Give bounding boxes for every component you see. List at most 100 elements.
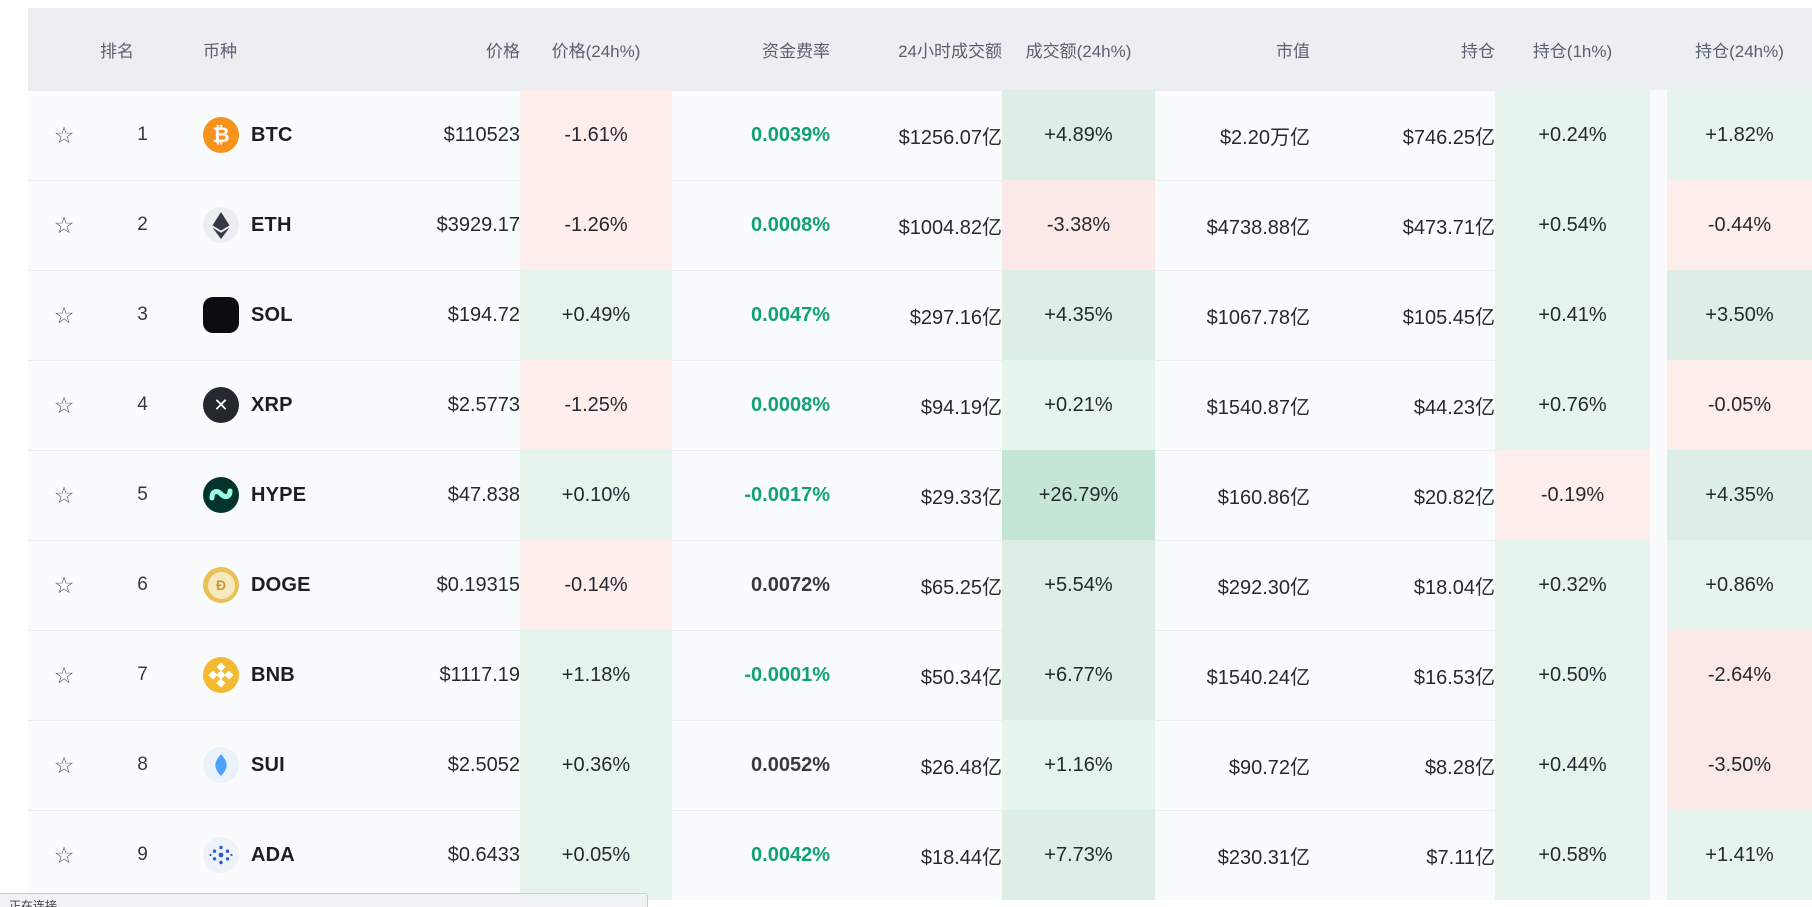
header-price[interactable]: 价格 <box>486 41 520 61</box>
market-cap-value: $2.20万亿 <box>1155 90 1310 180</box>
oi-change-1h-value: +0.24% <box>1495 90 1650 180</box>
coin-cell[interactable]: Ð DOGE <box>185 540 420 630</box>
oi-change-1h-value: +0.32% <box>1495 540 1650 630</box>
coin-cell[interactable]: ADA <box>185 810 420 900</box>
volume-24h-value: $297.16亿 <box>830 270 1002 360</box>
coin-symbol: ADA <box>251 843 295 866</box>
eth-coin-icon <box>203 207 239 243</box>
oi-change-24h-value: +4.35% <box>1667 450 1812 540</box>
open-interest-value: $105.45亿 <box>1310 270 1495 360</box>
oi-change-24h-value: -2.64% <box>1667 630 1812 720</box>
funding-rate-value: 0.0072% <box>672 540 830 630</box>
coin-cell[interactable]: ✕ XRP <box>185 360 420 450</box>
table-row[interactable]: ☆ 2 ETH $3929.17 -1.26% 0.0008% $1004.82… <box>28 180 1812 270</box>
sui-coin-icon <box>203 747 239 783</box>
coin-cell[interactable]: SOL <box>185 270 420 360</box>
header-oi-change-24h[interactable]: 持仓(24h%) <box>1695 41 1784 61</box>
price-change-24h-value: +0.05% <box>520 810 672 900</box>
volume-24h-value: $18.44亿 <box>830 810 1002 900</box>
funding-rate-value: -0.0001% <box>672 630 830 720</box>
coin-cell[interactable]: ₿ BTC <box>185 90 420 180</box>
volume-change-24h-value: +4.35% <box>1002 270 1155 360</box>
header-funding-rate[interactable]: 资金费率 <box>762 41 830 61</box>
favorite-star-icon[interactable]: ☆ <box>53 751 75 778</box>
table-row[interactable]: ☆ 3 SOL $194.72 +0.49% 0.0047% $297.16亿 … <box>28 270 1812 360</box>
price-change-24h-value: +0.10% <box>520 450 672 540</box>
header-volume-change-24h[interactable]: 成交额(24h%) <box>1025 41 1132 61</box>
market-cap-value: $160.86亿 <box>1155 450 1310 540</box>
row-spacer <box>1650 450 1667 540</box>
sol-coin-icon <box>203 297 239 333</box>
row-spacer <box>1650 270 1667 360</box>
favorite-star-icon[interactable]: ☆ <box>53 211 75 238</box>
market-cap-value: $4738.88亿 <box>1155 180 1310 270</box>
oi-change-1h-value: +0.58% <box>1495 810 1650 900</box>
oi-change-1h-value: +0.50% <box>1495 630 1650 720</box>
oi-change-1h-value: +0.41% <box>1495 270 1650 360</box>
price-change-24h-value: -1.26% <box>520 180 672 270</box>
favorite-star-icon[interactable]: ☆ <box>53 841 75 868</box>
open-interest-value: $473.71亿 <box>1310 180 1495 270</box>
open-interest-value: $7.11亿 <box>1310 810 1495 900</box>
header-oi-change-1h[interactable]: 持仓(1h%) <box>1532 41 1613 61</box>
status-bar-text: 正在连接... <box>9 899 68 907</box>
coin-cell[interactable]: BNB <box>185 630 420 720</box>
favorite-star-icon[interactable]: ☆ <box>53 121 75 148</box>
rank-value: 2 <box>137 214 148 235</box>
header-rank[interactable]: 排名 <box>100 41 134 61</box>
row-spacer <box>1650 630 1667 720</box>
table-row[interactable]: ☆ 9 ADA $0.6433 +0.05% 0.0042% $18.44亿 +… <box>28 810 1812 900</box>
coin-cell[interactable]: ETH <box>185 180 420 270</box>
coin-symbol: SUI <box>251 753 285 776</box>
market-cap-value: $1540.87亿 <box>1155 360 1310 450</box>
table-row[interactable]: ☆ 4 ✕ XRP $2.5773 -1.25% 0.0008% $94.19亿… <box>28 360 1812 450</box>
header-volume-24h[interactable]: 24小时成交额 <box>898 41 1002 61</box>
coin-cell[interactable]: SUI <box>185 720 420 810</box>
open-interest-value: $8.28亿 <box>1310 720 1495 810</box>
price-value: $1117.19 <box>420 630 520 720</box>
oi-change-1h-value: +0.54% <box>1495 180 1650 270</box>
rank-value: 8 <box>137 754 148 775</box>
coin-symbol: SOL <box>251 303 293 326</box>
table-header-row: 排名 币种 价格 价格(24h%) 资金费率 24小时成交额 成交额(24h%)… <box>28 8 1812 90</box>
table-body: ☆ 1 ₿ BTC $110523 -1.61% 0.0039% $1256.0… <box>28 90 1812 900</box>
price-value: $2.5052 <box>420 720 520 810</box>
volume-24h-value: $1256.07亿 <box>830 90 1002 180</box>
table-row[interactable]: ☆ 7 BNB $1117.19 +1.18% -0.0001% $50.34亿… <box>28 630 1812 720</box>
rank-value: 6 <box>137 574 148 595</box>
oi-change-24h-value: -0.05% <box>1667 360 1812 450</box>
table-row[interactable]: ☆ 5 HYPE $47.838 +0.10% -0.0017% $29.33亿… <box>28 450 1812 540</box>
header-market-cap[interactable]: 市值 <box>1276 41 1310 61</box>
favorite-star-icon[interactable]: ☆ <box>53 571 75 598</box>
coin-cell[interactable]: HYPE <box>185 450 420 540</box>
favorite-star-icon[interactable]: ☆ <box>53 391 75 418</box>
funding-rate-value: 0.0047% <box>672 270 830 360</box>
header-coin[interactable]: 币种 <box>203 41 237 61</box>
header-open-interest[interactable]: 持仓 <box>1461 41 1495 61</box>
table-row[interactable]: ☆ 6 Ð DOGE $0.19315 -0.14% 0.0072% $65.2… <box>28 540 1812 630</box>
row-spacer <box>1650 180 1667 270</box>
table-row[interactable]: ☆ 8 SUI $2.5052 +0.36% 0.0052% $26.48亿 +… <box>28 720 1812 810</box>
volume-24h-value: $94.19亿 <box>830 360 1002 450</box>
funding-rate-value: 0.0052% <box>672 720 830 810</box>
ada-coin-icon <box>203 837 239 873</box>
market-cap-value: $1067.78亿 <box>1155 270 1310 360</box>
coin-symbol: XRP <box>251 393 293 416</box>
favorite-star-icon[interactable]: ☆ <box>53 661 75 688</box>
bnb-coin-icon <box>203 657 239 693</box>
price-value: $194.72 <box>420 270 520 360</box>
table-row[interactable]: ☆ 1 ₿ BTC $110523 -1.61% 0.0039% $1256.0… <box>28 90 1812 180</box>
oi-change-24h-value: -3.50% <box>1667 720 1812 810</box>
btc-coin-icon: ₿ <box>203 117 239 153</box>
funding-rate-value: 0.0042% <box>672 810 830 900</box>
funding-rate-value: 0.0008% <box>672 180 830 270</box>
price-value: $47.838 <box>420 450 520 540</box>
price-value: $0.19315 <box>420 540 520 630</box>
oi-change-24h-value: +1.82% <box>1667 90 1812 180</box>
coin-symbol: BNB <box>251 663 295 686</box>
price-change-24h-value: -0.14% <box>520 540 672 630</box>
favorite-star-icon[interactable]: ☆ <box>53 481 75 508</box>
header-price-change-24h[interactable]: 价格(24h%) <box>551 41 641 61</box>
favorite-star-icon[interactable]: ☆ <box>53 301 75 328</box>
hype-coin-icon <box>203 477 239 513</box>
